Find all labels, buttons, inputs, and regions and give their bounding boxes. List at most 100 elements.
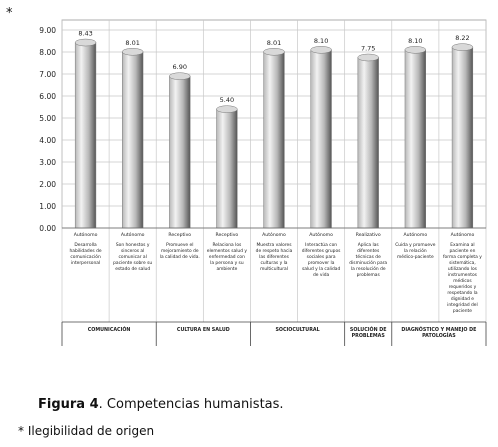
category-desc-line: salud y la calidad bbox=[302, 266, 340, 272]
figure-caption: Figura 4. Competencias humanistas. bbox=[38, 397, 284, 412]
category-desc-line: de vida bbox=[313, 272, 329, 278]
category-desc-line: instrumentos bbox=[448, 272, 478, 278]
category-type-label: Autónomo bbox=[451, 231, 475, 238]
category-desc-line: Muestra valores bbox=[256, 242, 292, 248]
category-desc-line: paciente sobre su bbox=[113, 260, 152, 266]
category-desc-line: paciente en bbox=[449, 248, 475, 254]
bar-chart: 0.00 1.00 2.00 3.00 4.00 5.00 6.00 7.00 8.00 9.00… bbox=[39, 19, 487, 346]
category-type-label: Autónomo bbox=[121, 231, 145, 238]
bar-cap bbox=[451, 43, 474, 51]
category-type-label: Autónomo bbox=[262, 231, 286, 238]
y-tick-label: 0.00 bbox=[39, 224, 56, 233]
category-desc-line: integridad del bbox=[447, 302, 478, 308]
category-desc-line: sinceros al bbox=[121, 248, 144, 254]
category-desc-line: diferentes grupos bbox=[302, 248, 341, 254]
y-tick-label: 1.00 bbox=[39, 202, 56, 211]
bar-cap bbox=[169, 72, 191, 80]
category-desc-line: sociales para bbox=[307, 254, 336, 260]
bar bbox=[216, 108, 238, 229]
bar-group bbox=[169, 72, 191, 229]
bar-cap bbox=[74, 38, 97, 47]
group-label: COMUNICACIÓN bbox=[88, 326, 131, 333]
bar-group bbox=[451, 43, 474, 229]
category-desc-line: Relaciona los bbox=[212, 242, 242, 248]
bar-value-label: 7.75 bbox=[361, 45, 375, 53]
bar-cap bbox=[122, 48, 144, 56]
bar-cap bbox=[310, 46, 332, 54]
category-type-label: Receptivo bbox=[168, 232, 191, 238]
category-desc-line: estado de salud bbox=[115, 266, 150, 272]
category-desc-line: paciente bbox=[453, 308, 472, 314]
category-desc-line: Desarrolla bbox=[74, 242, 97, 248]
y-tick-label: 5.00 bbox=[39, 114, 56, 123]
category-desc-line: Interactúa con bbox=[305, 241, 337, 248]
category-type-label: Autónomo bbox=[74, 231, 98, 238]
bar-value-label: 8.43 bbox=[78, 30, 92, 38]
group-label: CULTURA EN SALUD bbox=[177, 327, 230, 333]
category-desc-line: Cuida y promueve bbox=[395, 242, 435, 248]
category-desc-line: dignidad e bbox=[451, 296, 474, 302]
bar bbox=[357, 57, 379, 229]
category-type-label: Autónomo bbox=[403, 231, 427, 238]
category-desc-line: médicos bbox=[453, 277, 472, 284]
bar-value-label: 8.22 bbox=[455, 34, 469, 42]
bar-cap bbox=[404, 46, 426, 54]
bar bbox=[169, 75, 191, 229]
category-type-label: Receptivo bbox=[216, 232, 239, 238]
bar-group bbox=[74, 38, 97, 229]
category-desc-line: de respeto hacia bbox=[256, 248, 293, 254]
category-desc-line: forma completa y bbox=[443, 254, 482, 260]
bar-group bbox=[310, 46, 332, 229]
figure-caption-text: . Competencias humanistas. bbox=[98, 397, 284, 412]
bar bbox=[263, 51, 285, 229]
bar-cap bbox=[216, 105, 238, 113]
bar bbox=[310, 49, 332, 229]
y-tick-label: 7.00 bbox=[39, 70, 56, 79]
chart-svg: 0.00 1.00 2.00 3.00 4.00 5.00 6.00 7.00 8.00 9.00… bbox=[39, 19, 487, 346]
bar-value-label: 8.01 bbox=[125, 39, 139, 47]
category-desc-line: multicultural bbox=[260, 266, 288, 272]
y-tick-label: 2.00 bbox=[39, 180, 56, 189]
category-desc-line: disminución para bbox=[349, 259, 387, 266]
bar-value-label: 8.01 bbox=[267, 39, 281, 47]
y-tick-label: 6.00 bbox=[39, 92, 56, 101]
category-desc-line: mejoramiento de bbox=[161, 248, 199, 254]
category-type-label: Autónomo bbox=[309, 231, 333, 238]
category-desc-line: habilidades de bbox=[70, 248, 102, 254]
category-desc-line: interpersonal bbox=[71, 260, 100, 266]
group-label: DIAGNÓSTICO Y MANEJO DE bbox=[401, 326, 476, 333]
bar-group bbox=[263, 48, 285, 229]
category-desc-line: Promueve el bbox=[166, 242, 193, 248]
bar-group bbox=[216, 105, 238, 229]
bar-cap bbox=[263, 48, 285, 56]
category-desc-line: ambiente bbox=[216, 266, 237, 272]
category-desc-line: técnicas de bbox=[356, 253, 381, 260]
bar-group bbox=[404, 46, 426, 229]
y-tick-label: 4.00 bbox=[39, 136, 56, 145]
category-desc-line: diferentes bbox=[357, 248, 380, 254]
bar-group bbox=[122, 48, 144, 229]
bar-group bbox=[357, 53, 379, 229]
category-desc-line: comunicar al bbox=[118, 254, 146, 260]
bar bbox=[122, 51, 144, 229]
category-desc-line: utilizando los bbox=[448, 266, 478, 272]
category-desc-line: la calidad de vida. bbox=[160, 254, 200, 260]
category-desc-line: comunicación bbox=[70, 253, 101, 260]
category-desc-line: promover la bbox=[308, 260, 335, 266]
category-desc-line: la persona y su bbox=[210, 260, 244, 266]
category-desc-line: las diferentes bbox=[259, 254, 289, 260]
category-desc-line: Aplica las bbox=[358, 242, 380, 248]
category-desc-line: sistemática, bbox=[449, 259, 476, 266]
group-label: PATOLOGÍAS bbox=[422, 331, 456, 339]
category-desc-line: médico-paciente bbox=[397, 253, 434, 260]
group-label: SOLUCIÓN DE bbox=[350, 326, 387, 333]
category-desc-line: elementos salud y bbox=[207, 248, 248, 254]
figure-label: Figura 4 bbox=[38, 397, 99, 412]
y-tick-label: 8.00 bbox=[39, 48, 56, 57]
category-desc-line: culturas y la bbox=[260, 260, 287, 266]
bar bbox=[451, 46, 474, 229]
category-desc-line: respetando la bbox=[447, 290, 477, 296]
group-label: PROBLEMAS bbox=[352, 333, 386, 339]
y-tick-label: 3.00 bbox=[39, 158, 56, 167]
category-type-label: Realizativo bbox=[356, 232, 381, 238]
